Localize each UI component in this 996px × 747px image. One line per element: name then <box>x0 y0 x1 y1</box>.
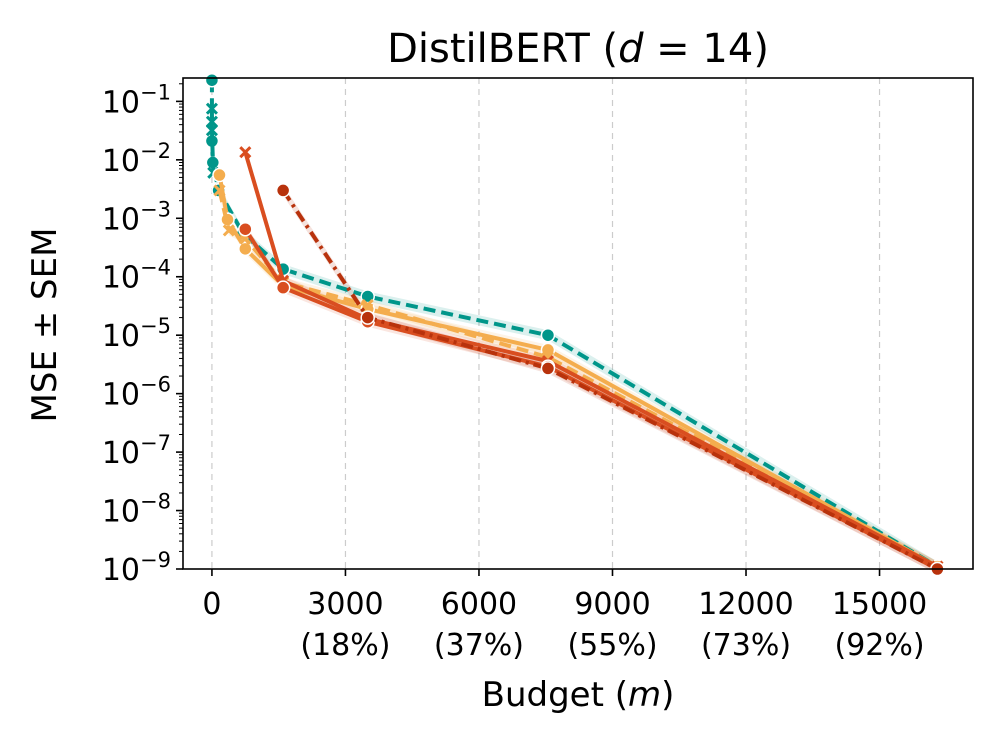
y-tick-label: 10−8 <box>102 490 171 530</box>
data-point-cross <box>205 124 218 137</box>
data-point-circle <box>275 280 291 295</box>
x-tick-label: 15000 <box>832 587 927 622</box>
x-tick-percent-label: (92%) <box>834 628 924 663</box>
data-point-cross <box>239 146 252 159</box>
data-point-cross <box>361 298 374 311</box>
y-tick-label: 10−3 <box>102 197 171 237</box>
data-point-cross <box>205 102 218 115</box>
plot-frame <box>182 77 974 570</box>
data-point-cross <box>222 224 235 237</box>
y-tick-label: 10−1 <box>102 80 171 120</box>
data-point-circle <box>204 72 220 88</box>
data-point-circle <box>540 327 556 343</box>
x-tick-label: 12000 <box>698 587 793 622</box>
data-series <box>204 72 945 577</box>
data-point-circle <box>238 241 253 257</box>
teal-dashed-cross-line <box>209 108 216 173</box>
data-point-circle <box>212 167 227 183</box>
x-tick-label: 3000 <box>307 587 383 622</box>
x-tick-percent-label: (73%) <box>701 628 791 663</box>
data-point-circle <box>360 310 375 325</box>
y-tick-label: 10−7 <box>102 431 171 471</box>
y-tick-label: 10−4 <box>102 256 171 296</box>
x-tick-label: 0 <box>202 587 221 622</box>
y-tick-label: 10−5 <box>102 314 171 354</box>
chart-title: DistilBERT (d = 14) <box>387 26 769 72</box>
x-tick-label: 9000 <box>574 587 650 622</box>
y-axis-ticks: 10−1 10−2 10−3 10−4 10−5 10−6 10−7 10−8 10−9 <box>102 80 183 588</box>
x-tick-percent-label: (37%) <box>434 628 524 663</box>
data-point-cross <box>213 184 226 197</box>
y-tick-label: 10−2 <box>102 139 171 179</box>
data-point-circle <box>540 361 556 376</box>
darkred-dashdot-circle-line <box>281 189 939 571</box>
data-point-circle <box>220 212 235 227</box>
y-tick-label: 10−6 <box>102 373 171 413</box>
data-point-circle <box>238 221 253 237</box>
x-tick-label: 6000 <box>441 587 517 622</box>
teal-dashed-circle-line <box>209 80 939 569</box>
x-axis-title: Budget (m) <box>482 675 675 715</box>
data-point-circle <box>275 183 291 198</box>
y-axis-title: MSE ± SEM <box>25 228 65 423</box>
x-tick-percent-label: (55%) <box>567 628 657 663</box>
y-tick-label: 10−9 <box>102 548 171 588</box>
x-axis-ticks: 0 3000 (18%) 6000 (37%) 9000 (55%) 12000 (73%) 15… <box>202 569 927 663</box>
x-tick-percent-label: (18%) <box>300 628 390 663</box>
